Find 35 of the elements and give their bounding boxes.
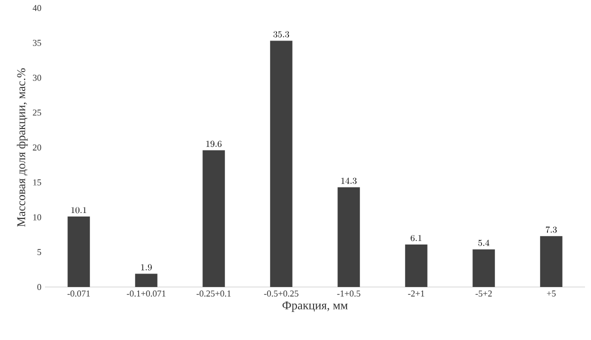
- bar: [338, 187, 360, 287]
- data-label: 35.3: [273, 31, 290, 38]
- data-label: 7.3: [546, 226, 557, 233]
- data-label: 14.3: [341, 178, 357, 184]
- y-axis-title: Массовая доля фракции, мас.%: [16, 68, 28, 227]
- bar: [405, 244, 428, 287]
- bar: [540, 236, 562, 287]
- y-tick-label: 35: [32, 40, 42, 46]
- y-tick-label: 0: [37, 284, 42, 290]
- y-tick-label: 30: [32, 74, 42, 81]
- y-tick-label: 5: [38, 249, 42, 256]
- data-label: 10. 1: [71, 207, 86, 214]
- x-tick-label: -0.1+0.071: [126, 290, 166, 297]
- bar: [135, 274, 158, 287]
- data-label: 19.6: [206, 140, 222, 147]
- y-tick-label: 15: [33, 179, 42, 186]
- x-tick-label: -5+2: [476, 290, 492, 297]
- x-tick-label: -1+0.5: [337, 290, 360, 297]
- y-tick-label: 10: [33, 214, 42, 220]
- data-label: 1 .9: [141, 264, 152, 270]
- x-tick-label: +5: [546, 290, 556, 296]
- bar: [270, 40, 292, 287]
- x-tick-label: -2+1: [408, 290, 424, 296]
- bar: [202, 150, 225, 287]
- data-label: 5.4: [478, 240, 490, 246]
- bar: [472, 249, 495, 287]
- x-tick-label: -0.25+0.1: [196, 290, 231, 297]
- y-tick-label: 40: [32, 4, 42, 12]
- bar: [68, 216, 90, 287]
- y-tick-label: 20: [32, 144, 42, 151]
- data-label: 6. 1: [410, 234, 422, 242]
- x-tick-label: -0.071: [68, 290, 90, 297]
- x-tick-label: -0.5+0.25: [264, 290, 298, 297]
- y-tick-label: 25: [32, 110, 42, 116]
- x-axis-title: Фракция, мм: [282, 301, 348, 312]
